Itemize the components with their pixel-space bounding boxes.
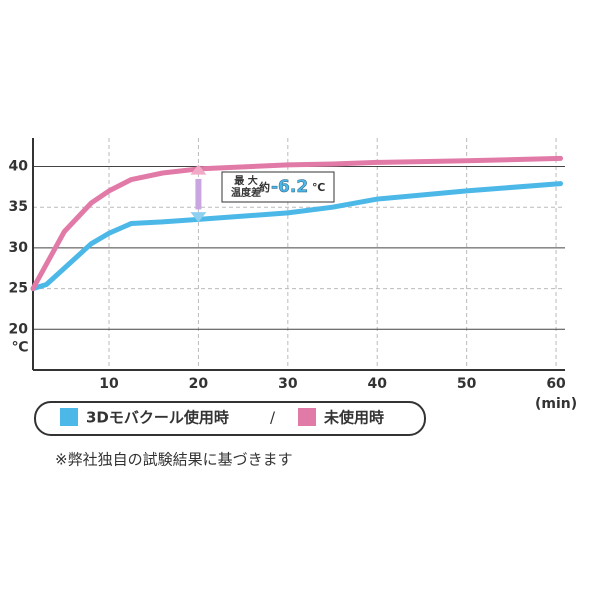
x-axis-label: (min) [535,396,577,412]
annotation-value: -6.2 [271,177,308,197]
y-tick-label: 35 [9,199,28,215]
x-tick-label: 10 [99,376,119,392]
legend-swatch [298,408,316,426]
legend-box [34,401,426,436]
y-axis-label: ℃ [12,339,29,355]
line [30,155,564,292]
annotation-text: 温度差 [231,186,261,199]
legend-swatch [60,408,78,426]
y-tick-label: 30 [9,240,29,256]
line [30,181,564,292]
annotation-text: 約 [259,180,270,194]
x-tick-label: 40 [367,376,387,392]
x-tick-label: 50 [457,376,477,392]
x-tick-label: 60 [546,376,566,392]
x-tick-label: 20 [189,376,209,392]
x-tick-label: 30 [278,376,298,392]
footnote: ※弊社独自の試験結果に基づきます [55,451,293,469]
annotation-text: 最 大 [234,174,257,187]
annotation-unit: ℃ [312,181,325,194]
annotation-arrow-head [190,164,207,175]
y-tick-label: 40 [9,158,29,174]
legend-label: 3Dモバクール使用時 [86,409,229,427]
legend-separator: / [270,409,276,427]
annotation-arrow-head [190,212,207,223]
annotation-box [221,171,335,203]
legend-label: 未使用時 [323,409,384,427]
y-tick-label: 25 [9,281,28,297]
y-tick-label: 20 [9,321,29,337]
